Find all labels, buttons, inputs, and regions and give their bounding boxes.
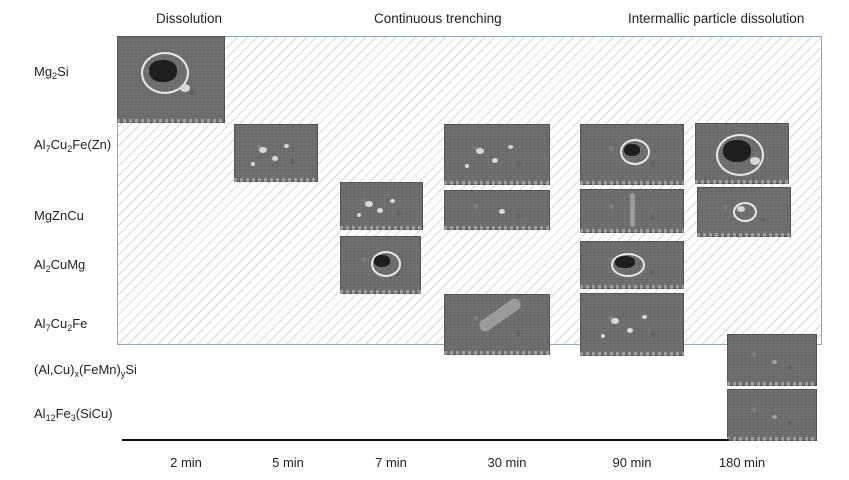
sem-micrograph-al7cu2fe-zn-5min xyxy=(234,124,318,182)
micrograph-feature xyxy=(465,163,470,168)
time-label: 7 min xyxy=(375,455,407,470)
micrograph-feature xyxy=(772,415,777,419)
sem-micrograph-mgzncu-180min xyxy=(697,187,791,237)
row-label-part: Al xyxy=(34,406,46,421)
micrograph-feature xyxy=(732,202,757,222)
micrograph-feature xyxy=(499,209,506,215)
phase-label-dissolution: Dissolution xyxy=(156,11,223,26)
row-label-al7cu2fe: Al7Cu2Fe xyxy=(34,316,87,333)
row-label-part: Al xyxy=(34,137,46,152)
sem-micrograph-alcu-femn-si-180min xyxy=(727,334,817,386)
micrograph-feature xyxy=(611,318,620,325)
micrograph-feature xyxy=(179,83,190,92)
micrograph-feature xyxy=(715,133,764,176)
sem-micrograph-mgzncu-90min xyxy=(580,189,684,233)
micrograph-feature xyxy=(259,147,268,154)
row-label-part: 3 xyxy=(70,413,76,423)
row-label-part: Fe xyxy=(55,406,71,421)
row-label-part: Mg xyxy=(34,64,53,79)
micrograph-feature xyxy=(389,198,395,203)
row-label-part: (SiCu) xyxy=(75,406,113,421)
sem-micrograph-al2cumg-90min xyxy=(580,241,684,289)
row-label-part: 2 xyxy=(67,323,73,333)
row-label-alcu-femn-si: (Al,Cu)x(FeMn)ySi xyxy=(34,362,137,379)
row-label-part: Cu xyxy=(50,316,68,331)
row-label-al12fe3-sicu: Al12Fe3(SiCu) xyxy=(34,406,113,423)
time-label: 180 min xyxy=(718,455,766,470)
row-label-part: 12 xyxy=(45,413,56,423)
micrograph-feature xyxy=(642,315,648,320)
time-label: 30 min xyxy=(487,455,527,470)
micrograph-feature xyxy=(377,208,384,214)
phase-label-continuous-trenching: Continuous trenching xyxy=(374,11,502,26)
row-label-part: (Al,Cu) xyxy=(34,362,75,377)
row-label-al7cu2fe-zn: Al7Cu2Fe(Zn) xyxy=(34,137,111,154)
sem-micrograph-al2cumg-7min xyxy=(340,236,421,294)
micrograph-feature xyxy=(271,155,278,161)
row-label-part: Fe(Zn) xyxy=(72,137,112,152)
time-label: 2 min xyxy=(170,455,202,470)
row-label-part: 2 xyxy=(67,144,73,154)
time-label: 90 min xyxy=(612,455,652,470)
micrograph-feature xyxy=(491,157,498,163)
row-label-part: CuMg xyxy=(50,257,86,272)
time-axis xyxy=(122,439,729,441)
micrograph-feature xyxy=(629,193,635,228)
sem-micrograph-mg2si-2min xyxy=(117,36,225,123)
micrograph-feature xyxy=(374,254,391,267)
micrograph-feature xyxy=(615,256,636,269)
micrograph-feature xyxy=(149,60,178,83)
row-label-part: x xyxy=(74,369,79,379)
sem-micrograph-al7cu2fe-zn-90min xyxy=(580,124,684,185)
row-label-part: Al xyxy=(34,316,46,331)
micrograph-feature xyxy=(507,145,513,150)
micrograph-feature xyxy=(737,206,746,212)
row-label-part: 2 xyxy=(45,264,51,274)
micrograph-feature xyxy=(140,51,189,94)
row-label-part: Fe xyxy=(72,316,88,331)
row-label-part: y xyxy=(120,369,126,379)
micrograph-feature xyxy=(475,148,484,155)
sem-micrograph-al7cu2fe-zn-180min xyxy=(695,123,789,184)
sem-micrograph-al7cu2fe-30min xyxy=(444,294,550,355)
micrograph-feature xyxy=(611,253,646,277)
sem-micrograph-al12fe3-sicu-180min xyxy=(727,389,817,441)
micrograph-feature xyxy=(370,250,401,277)
micrograph-feature xyxy=(619,139,650,166)
micrograph-feature xyxy=(626,327,633,333)
micrograph-feature xyxy=(623,143,640,156)
sem-micrograph-al7cu2fe-zn-30min xyxy=(444,124,550,185)
micrograph-feature xyxy=(749,156,760,165)
row-label-part: Cu xyxy=(50,137,68,152)
sem-micrograph-al7cu2fe-90min xyxy=(580,293,684,356)
row-label-al2cumg: Al2CuMg xyxy=(34,257,85,274)
micrograph-feature xyxy=(476,296,523,334)
micrograph-feature xyxy=(250,161,255,166)
row-label-part: Si xyxy=(125,362,137,377)
row-label-part: 7 xyxy=(45,323,51,333)
row-label-part: 7 xyxy=(45,144,51,154)
row-label-part: Si xyxy=(57,64,69,79)
sem-micrograph-mgzncu-7min xyxy=(340,182,423,230)
row-label-mgzncu: MgZnCu xyxy=(34,208,84,223)
micrograph-feature xyxy=(356,213,361,218)
micrograph-feature xyxy=(284,144,290,149)
row-label-part: 2 xyxy=(52,71,58,81)
micrograph-feature xyxy=(600,333,605,338)
sem-micrograph-mgzncu-30min xyxy=(444,190,550,230)
micrograph-feature xyxy=(723,140,752,163)
row-label-part: Al xyxy=(34,257,46,272)
row-label-mg2si: Mg2Si xyxy=(34,64,69,81)
row-label-part: (FeMn) xyxy=(78,362,121,377)
time-label: 5 min xyxy=(272,455,304,470)
micrograph-feature xyxy=(364,201,373,208)
row-label-part: MgZnCu xyxy=(34,208,84,223)
phase-label-intermallic-particle-dissolution: Intermallic particle dissolution xyxy=(628,11,805,26)
micrograph-feature xyxy=(772,360,777,364)
